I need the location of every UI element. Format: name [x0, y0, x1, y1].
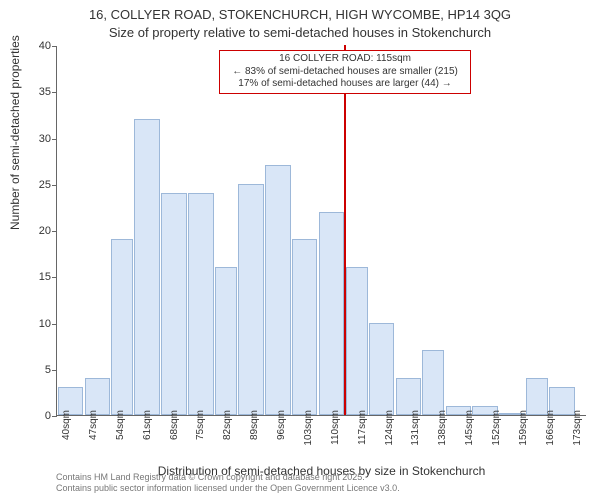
title-line-2: Size of property relative to semi-detach…: [0, 24, 600, 42]
histogram-bar: [292, 239, 318, 415]
y-tick-label: 40: [23, 40, 51, 52]
histogram-bar: [422, 350, 444, 415]
attribution-footer: Contains HM Land Registry data © Crown c…: [56, 472, 400, 495]
y-tick-label: 35: [23, 86, 51, 98]
histogram-bar: [215, 267, 237, 415]
y-tick: [52, 46, 57, 47]
histogram-bar: [346, 267, 368, 415]
annotation-line: ← 83% of semi-detached houses are smalle…: [224, 66, 466, 79]
histogram-bar: [238, 184, 264, 415]
x-tick-label: 173sqm: [572, 410, 583, 446]
x-tick-label: 159sqm: [518, 410, 529, 446]
chart-title: 16, COLLYER ROAD, STOKENCHURCH, HIGH WYC…: [0, 0, 600, 41]
y-tick-label: 30: [23, 133, 51, 145]
y-tick: [52, 370, 57, 371]
y-tick-label: 0: [23, 410, 51, 422]
x-tick-label: 68sqm: [169, 410, 180, 440]
histogram-bar: [265, 165, 291, 415]
title-line-1: 16, COLLYER ROAD, STOKENCHURCH, HIGH WYC…: [0, 6, 600, 24]
x-tick-label: 61sqm: [142, 410, 153, 440]
x-tick-label: 75sqm: [195, 410, 206, 440]
x-tick-label: 82sqm: [222, 410, 233, 440]
annotation-box: 16 COLLYER ROAD: 115sqm← 83% of semi-det…: [219, 50, 471, 94]
y-tick: [52, 92, 57, 93]
x-tick-label: 117sqm: [357, 410, 368, 445]
histogram-bar: [161, 193, 187, 415]
x-tick-label: 110sqm: [330, 410, 341, 445]
histogram-bar: [111, 239, 133, 415]
histogram-bar: [319, 212, 345, 416]
histogram-bar: [369, 323, 395, 416]
y-axis-label: Number of semi-detached properties: [8, 35, 22, 230]
y-tick-label: 25: [23, 179, 51, 191]
y-tick: [52, 185, 57, 186]
y-tick-label: 10: [23, 318, 51, 330]
histogram-bar: [134, 119, 160, 415]
histogram-bar: [188, 193, 214, 415]
x-tick-label: 145sqm: [464, 410, 475, 446]
x-tick-label: 47sqm: [88, 410, 99, 440]
y-tick: [52, 324, 57, 325]
x-tick-label: 96sqm: [276, 410, 287, 440]
x-tick-label: 131sqm: [410, 410, 421, 446]
x-tick-label: 40sqm: [61, 410, 72, 440]
annotation-line: 16 COLLYER ROAD: 115sqm: [224, 53, 466, 66]
x-tick-label: 152sqm: [491, 410, 502, 446]
annotation-line: 17% of semi-detached houses are larger (…: [224, 78, 466, 91]
y-tick-label: 15: [23, 271, 51, 283]
y-tick: [52, 139, 57, 140]
x-tick-label: 89sqm: [249, 410, 260, 440]
x-tick-label: 124sqm: [384, 410, 395, 446]
x-tick-label: 166sqm: [545, 410, 556, 446]
y-tick: [52, 231, 57, 232]
footer-line-2: Contains public sector information licen…: [56, 483, 400, 494]
x-tick-label: 54sqm: [115, 410, 126, 440]
footer-line-1: Contains HM Land Registry data © Crown c…: [56, 472, 400, 483]
reference-line: [344, 45, 346, 415]
y-tick: [52, 416, 57, 417]
y-tick-label: 5: [23, 364, 51, 376]
x-tick-label: 138sqm: [437, 410, 448, 446]
y-tick-label: 20: [23, 225, 51, 237]
chart-container: 051015202530354040sqm47sqm54sqm61sqm68sq…: [56, 46, 586, 416]
x-tick-label: 103sqm: [303, 410, 314, 446]
y-tick: [52, 277, 57, 278]
plot-area: 051015202530354040sqm47sqm54sqm61sqm68sq…: [56, 46, 586, 416]
